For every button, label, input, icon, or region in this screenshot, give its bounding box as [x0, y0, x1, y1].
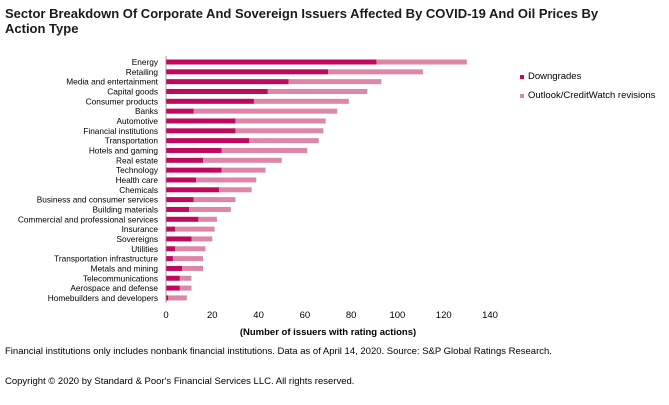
bar-downgrades: [166, 69, 328, 75]
bar-downgrades: [166, 246, 176, 252]
bar-downgrades: [166, 147, 222, 153]
bar-downgrades: [166, 256, 173, 262]
category-label: Financial institutions: [83, 126, 158, 136]
category-label: Health care: [116, 175, 159, 185]
bar-downgrades: [166, 206, 190, 212]
x-tick-label: 140: [482, 310, 498, 321]
bar-outlook-revisions: [221, 147, 308, 153]
bar-downgrades: [166, 216, 199, 222]
x-axis-label: (Number of issuers with rating actions): [240, 327, 416, 338]
x-tick-label: 20: [207, 310, 218, 321]
bar-downgrades: [166, 177, 197, 183]
bar-outlook-revisions: [221, 167, 266, 173]
bar-outlook-revisions: [179, 285, 192, 291]
bar-downgrades: [166, 118, 236, 124]
category-label: Capital goods: [107, 86, 158, 96]
bar-outlook-revisions: [196, 177, 257, 183]
bar-outlook-revisions: [179, 275, 192, 281]
category-label: Media and entertainment: [66, 77, 158, 87]
bar-downgrades: [166, 59, 377, 65]
bar-outlook-revisions: [172, 256, 204, 262]
legend-swatch: [520, 94, 524, 98]
category-label: Sovereigns: [116, 234, 158, 244]
bar-downgrades: [166, 236, 192, 242]
category-label: Building materials: [93, 204, 158, 214]
x-axis: 0 20 40 60 80 100 120 140: [163, 56, 498, 321]
bar-outlook-revisions: [267, 88, 368, 94]
x-tick-label: 120: [436, 310, 452, 321]
bar-outlook-revisions: [235, 128, 324, 134]
category-label: Technology: [116, 165, 159, 175]
category-label: Retailing: [126, 67, 159, 77]
bar-downgrades: [166, 265, 183, 271]
category-label: Telecommunications: [83, 273, 158, 283]
category-label: Transportation infrastructure: [54, 254, 158, 264]
category-label: Utilities: [131, 244, 158, 254]
bar-downgrades: [166, 88, 268, 94]
bar-outlook-revisions: [193, 197, 236, 203]
category-label: Hotels and gaming: [89, 145, 159, 155]
category-label: Commercial and professional services: [18, 214, 158, 224]
bar-downgrades: [166, 226, 176, 232]
category-label: Insurance: [122, 224, 159, 234]
bar-downgrades: [166, 157, 204, 163]
category-label: Homebuilders and developers: [48, 293, 158, 303]
x-tick-label: 0: [163, 310, 168, 321]
legend-label: Downgrades: [528, 71, 582, 82]
category-label: Chemicals: [119, 185, 158, 195]
category-label: Consumer products: [86, 96, 158, 106]
bar-outlook-revisions: [376, 59, 467, 65]
x-tick-label: 60: [300, 310, 311, 321]
category-label: Transportation: [105, 136, 159, 146]
bar-outlook-revisions: [182, 265, 204, 271]
bar-outlook-revisions: [253, 98, 349, 104]
bar-outlook-revisions: [191, 236, 213, 242]
category-label: Aerospace and defense: [70, 283, 158, 293]
bar-outlook-revisions: [193, 108, 338, 114]
bar-downgrades: [166, 285, 180, 291]
x-tick-label: 40: [253, 310, 264, 321]
copyright: Copyright © 2020 by Standard & Poor's Fi…: [5, 376, 355, 387]
bar-outlook-revisions: [198, 216, 217, 222]
category-label: Banks: [135, 106, 158, 116]
bar-outlook-revisions: [168, 295, 187, 301]
footnote: Financial institutions only includes non…: [5, 346, 552, 357]
bar-downgrades: [166, 275, 180, 281]
bar-outlook-revisions: [175, 246, 206, 252]
legend-swatch: [520, 75, 524, 79]
chart-title: Sector Breakdown Of Corporate And Sovere…: [5, 6, 599, 36]
bar-downgrades: [166, 138, 250, 144]
bar-outlook-revisions: [189, 206, 231, 212]
bar-downgrades: [166, 128, 236, 134]
x-tick-label: 80: [346, 310, 357, 321]
bar-outlook-revisions: [249, 138, 319, 144]
category-label: Energy: [132, 57, 159, 67]
bar-downgrades: [166, 108, 194, 114]
bar-downgrades: [166, 167, 222, 173]
bar-outlook-revisions: [235, 118, 326, 124]
bar-outlook-revisions: [203, 157, 282, 163]
bars-layer: [166, 59, 467, 301]
bar-downgrades: [166, 197, 194, 203]
bar-outlook-revisions: [175, 226, 215, 232]
bar-downgrades: [166, 295, 169, 301]
legend-label: Outlook/CreditWatch revisions: [528, 90, 656, 101]
category-label: Metals and mining: [91, 263, 159, 273]
category-label: Automotive: [116, 116, 158, 126]
bar-outlook-revisions: [328, 69, 423, 75]
bar-outlook-revisions: [219, 187, 252, 193]
bar-downgrades: [166, 98, 254, 104]
bar-downgrades: [166, 187, 220, 193]
x-tick-label: 100: [389, 310, 405, 321]
legend: Downgrades Outlook/CreditWatch revisions: [520, 71, 656, 101]
category-label: Real estate: [116, 155, 158, 165]
bar-downgrades: [166, 79, 289, 85]
category-label: Business and consumer services: [37, 195, 158, 205]
bar-outlook-revisions: [288, 79, 382, 85]
